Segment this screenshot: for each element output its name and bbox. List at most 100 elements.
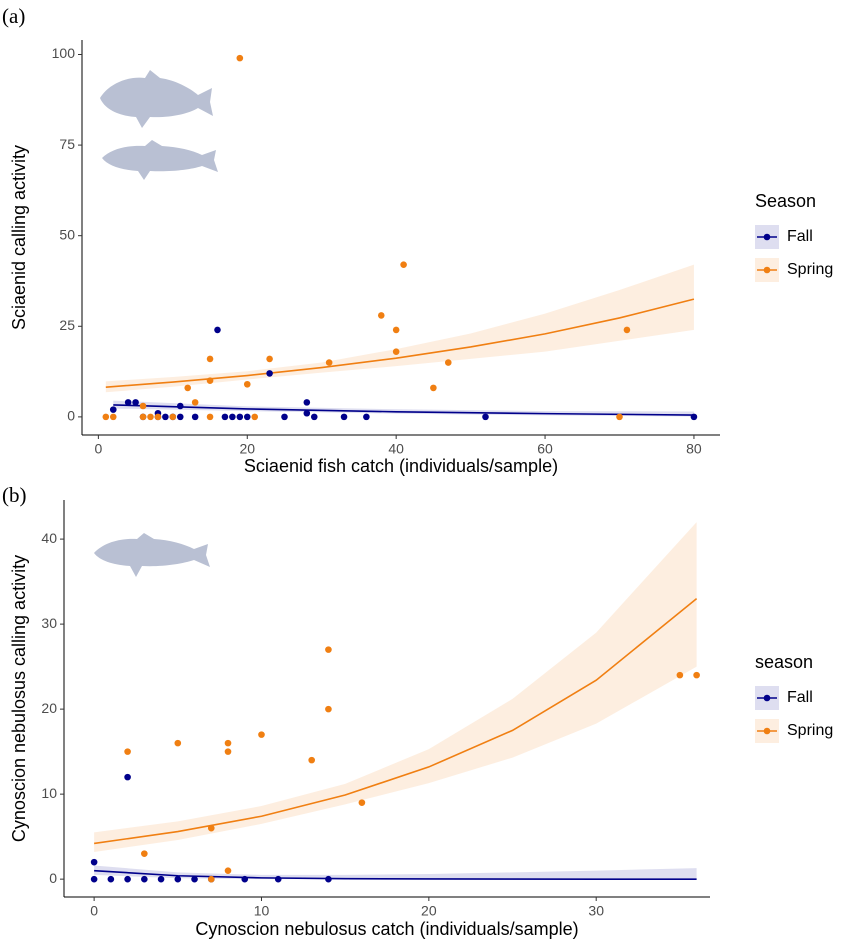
legend-label: Spring [787, 261, 833, 278]
data-point [444, 359, 452, 366]
data-point [303, 409, 311, 417]
y-tick-label: 50 [59, 226, 75, 242]
data-point [184, 384, 192, 392]
x-tick-label: 40 [388, 441, 404, 457]
legend-label: Fall [787, 689, 813, 706]
data-point [308, 756, 315, 764]
data-point [176, 402, 184, 410]
x-axis-title: Cynoscion nebulosus catch (individuals/s… [195, 919, 578, 939]
y-tick-label: 75 [59, 136, 75, 152]
data-point [690, 413, 698, 421]
legend-title: Season [755, 191, 816, 211]
fit-line [113, 404, 694, 416]
data-point [229, 413, 236, 421]
y-tick-label: 0 [49, 870, 57, 886]
data-point [310, 413, 318, 421]
data-point [206, 413, 214, 421]
data-point [221, 413, 229, 421]
data-point [162, 413, 169, 421]
data-point [139, 402, 147, 410]
legend-label: Spring [787, 722, 833, 739]
data-point [169, 413, 177, 421]
data-point [174, 875, 182, 883]
legend-label: Fall [787, 228, 813, 245]
data-point [191, 875, 198, 883]
data-point [124, 748, 131, 755]
fit-line [105, 298, 695, 388]
data-point [176, 413, 184, 421]
data-point [132, 399, 139, 406]
fish-icon [102, 140, 218, 180]
data-point [157, 875, 165, 883]
y-tick-label: 25 [59, 317, 75, 333]
data-point [623, 326, 631, 334]
data-point [102, 413, 110, 421]
y-axis-title: Cynoscion nebulosus calling activity [9, 555, 29, 842]
y-tick-label: 100 [52, 45, 76, 61]
data-point [224, 739, 232, 747]
fit-line [94, 869, 697, 880]
data-point [676, 671, 684, 679]
data-point [392, 348, 400, 355]
data-point [207, 875, 215, 883]
x-tick-label: 60 [537, 441, 553, 457]
legend-dot [763, 266, 771, 274]
data-point [90, 858, 98, 866]
data-point [392, 326, 400, 334]
x-tick-label: 0 [90, 903, 98, 919]
y-tick-label: 40 [41, 530, 57, 546]
data-point [325, 875, 332, 883]
legend-dot [763, 233, 771, 241]
data-point [154, 413, 162, 421]
data-point [358, 799, 366, 806]
data-point [109, 406, 117, 413]
data-point [147, 413, 154, 421]
panel-label: (a) [2, 4, 25, 28]
fish-icon [100, 70, 213, 128]
data-point [251, 413, 259, 421]
x-tick-label: 80 [686, 441, 702, 457]
data-point [363, 413, 370, 421]
data-point [325, 359, 333, 366]
data-point [325, 646, 332, 653]
data-point [340, 413, 348, 421]
data-point [174, 739, 182, 747]
legend-dot [763, 694, 771, 702]
data-point [274, 875, 282, 883]
data-point [109, 413, 117, 421]
data-point [124, 875, 131, 883]
data-point [139, 413, 147, 421]
legend-dot [763, 727, 771, 735]
data-point [207, 824, 215, 832]
data-point [236, 413, 244, 421]
data-point [206, 377, 214, 384]
x-tick-label: 20 [421, 903, 437, 919]
data-point [206, 355, 214, 363]
x-tick-label: 20 [239, 441, 255, 457]
data-point [303, 399, 311, 406]
data-point [224, 867, 232, 874]
x-tick-label: 30 [588, 903, 604, 919]
x-tick-label: 0 [94, 441, 102, 457]
data-point [236, 54, 244, 62]
data-point [281, 413, 288, 421]
data-point [90, 875, 98, 883]
data-point [141, 875, 148, 883]
y-tick-label: 10 [41, 785, 57, 801]
data-point [224, 748, 232, 755]
confidence-band [94, 865, 697, 880]
data-point [241, 875, 249, 883]
confidence-band [113, 400, 694, 417]
data-point [430, 384, 437, 392]
y-tick-label: 20 [41, 700, 57, 716]
data-point [124, 773, 131, 781]
data-point [191, 413, 199, 421]
fish-icon [94, 533, 210, 577]
confidence-band [105, 264, 694, 393]
data-point [124, 399, 132, 406]
legend-title: season [755, 652, 813, 672]
y-axis-title: Sciaenid calling activity [9, 145, 29, 330]
data-point [377, 312, 385, 319]
fit-line [94, 597, 698, 845]
x-axis-title: Sciaenid fish catch (individuals/sample) [244, 456, 558, 476]
